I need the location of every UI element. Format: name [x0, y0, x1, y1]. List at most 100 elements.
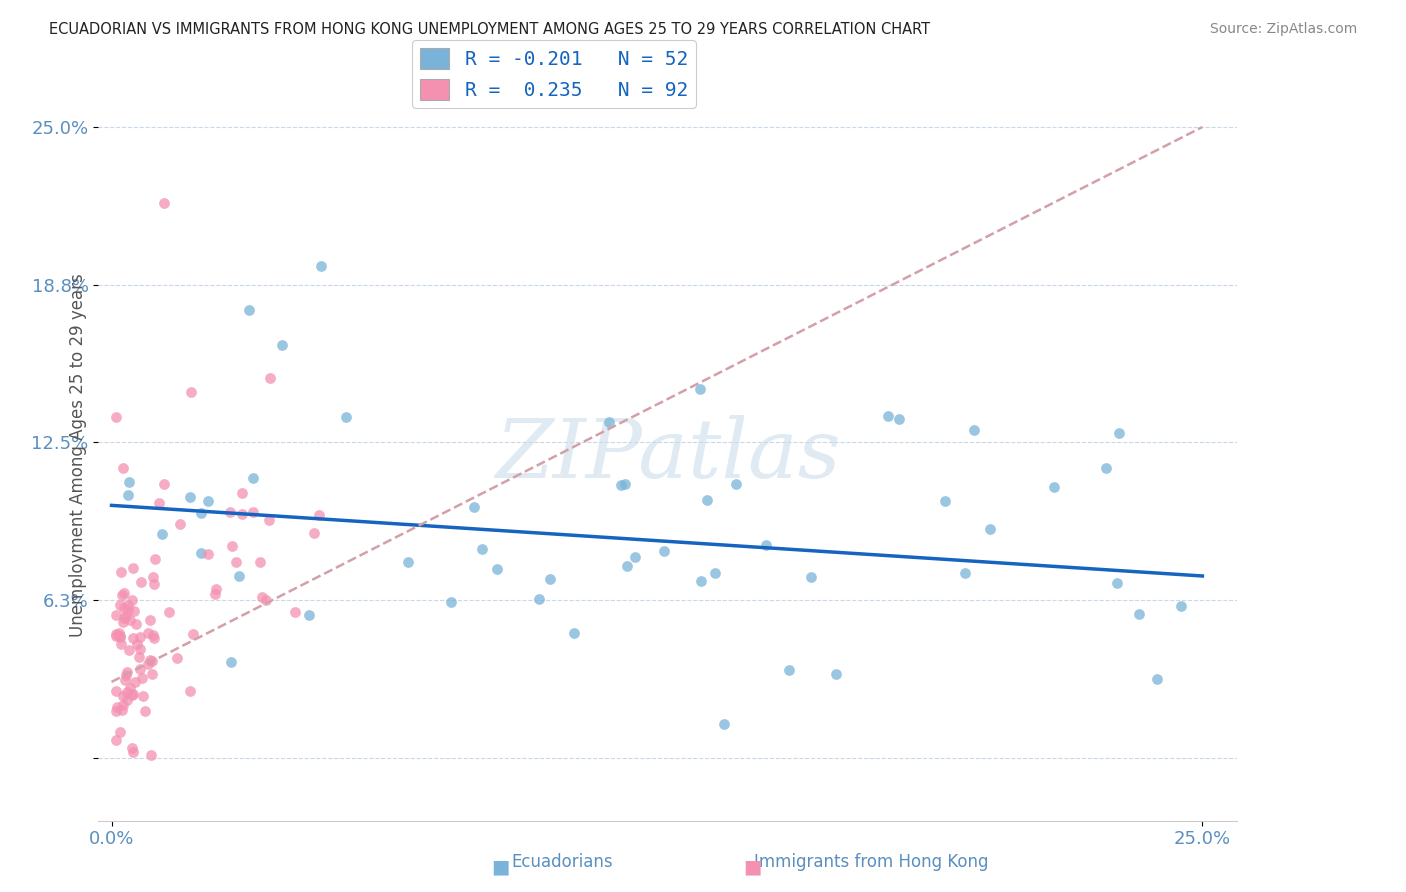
Point	[117, 598, 139, 612]
Point	[104, 629, 127, 643]
Point	[110, 637, 132, 651]
Point	[486, 562, 509, 576]
Point	[1043, 480, 1066, 494]
Point	[755, 538, 778, 552]
Point	[142, 628, 165, 642]
Text: ■: ■	[491, 857, 510, 877]
Point	[112, 615, 135, 629]
Text: ZIPatlas: ZIPatlas	[495, 415, 841, 495]
Text: Source: ZipAtlas.com: Source: ZipAtlas.com	[1209, 22, 1357, 37]
Point	[598, 416, 620, 430]
Point	[259, 371, 281, 385]
Point	[143, 577, 166, 591]
Point	[124, 674, 146, 689]
Y-axis label: Unemployment Among Ages 25 to 29 years: Unemployment Among Ages 25 to 29 years	[69, 273, 87, 637]
Point	[122, 631, 145, 645]
Point	[166, 650, 188, 665]
Point	[141, 667, 163, 681]
Point	[440, 595, 463, 609]
Point	[538, 572, 561, 586]
Point	[713, 716, 735, 731]
Point	[121, 741, 143, 756]
Point	[284, 605, 307, 619]
Point	[1095, 460, 1118, 475]
Point	[298, 607, 321, 622]
Point	[143, 631, 166, 645]
Point	[228, 568, 250, 582]
Point	[308, 508, 330, 522]
Point	[148, 496, 170, 510]
Point	[136, 625, 159, 640]
Point	[104, 627, 127, 641]
Point	[463, 500, 485, 514]
Point	[111, 690, 134, 704]
Point	[197, 493, 219, 508]
Point	[150, 526, 173, 541]
Point	[689, 382, 711, 396]
Point	[614, 476, 637, 491]
Point	[179, 490, 201, 504]
Point	[122, 604, 145, 618]
Point	[107, 699, 129, 714]
Point	[108, 626, 131, 640]
Point	[121, 592, 143, 607]
Point	[143, 552, 166, 566]
Point	[115, 608, 138, 623]
Point	[252, 591, 274, 605]
Point	[110, 725, 132, 739]
Point	[153, 477, 176, 491]
Point	[131, 671, 153, 685]
Point	[1146, 672, 1168, 686]
Point	[115, 685, 138, 699]
Point	[117, 693, 139, 707]
Point	[104, 704, 127, 718]
Point	[111, 703, 134, 717]
Point	[111, 698, 134, 712]
Point	[696, 492, 718, 507]
Point	[117, 488, 139, 502]
Point	[112, 610, 135, 624]
Text: ■: ■	[742, 857, 762, 877]
Point	[934, 494, 956, 508]
Point	[134, 704, 156, 718]
Point	[616, 559, 638, 574]
Point	[139, 747, 162, 762]
Point	[153, 195, 176, 210]
Point	[953, 566, 976, 580]
Point	[396, 555, 419, 569]
Point	[128, 630, 150, 644]
Point	[104, 410, 127, 425]
Point	[141, 570, 163, 584]
Point	[242, 471, 264, 485]
Point	[121, 745, 143, 759]
Point	[138, 657, 160, 671]
Point	[180, 384, 202, 399]
Point	[249, 556, 271, 570]
Point	[225, 555, 247, 569]
Point	[110, 565, 132, 579]
Point	[112, 600, 135, 615]
Point	[335, 410, 357, 425]
Point	[115, 668, 138, 682]
Point	[1108, 425, 1130, 440]
Point	[122, 688, 145, 702]
Point	[887, 412, 910, 426]
Point	[1128, 607, 1150, 621]
Point	[471, 541, 494, 556]
Point	[610, 477, 633, 491]
Point	[169, 517, 191, 532]
Point	[157, 605, 180, 619]
Point	[527, 592, 550, 607]
Point	[125, 637, 148, 651]
Point	[197, 548, 219, 562]
Point	[112, 460, 135, 475]
Point	[259, 513, 281, 527]
Point	[703, 566, 725, 581]
Point	[118, 681, 141, 695]
Point	[179, 683, 201, 698]
Point	[112, 585, 135, 599]
Point	[724, 476, 747, 491]
Point	[302, 525, 325, 540]
Point	[624, 550, 647, 565]
Legend: R = -0.201   N = 52, R =  0.235   N = 92: R = -0.201 N = 52, R = 0.235 N = 92	[412, 40, 696, 108]
